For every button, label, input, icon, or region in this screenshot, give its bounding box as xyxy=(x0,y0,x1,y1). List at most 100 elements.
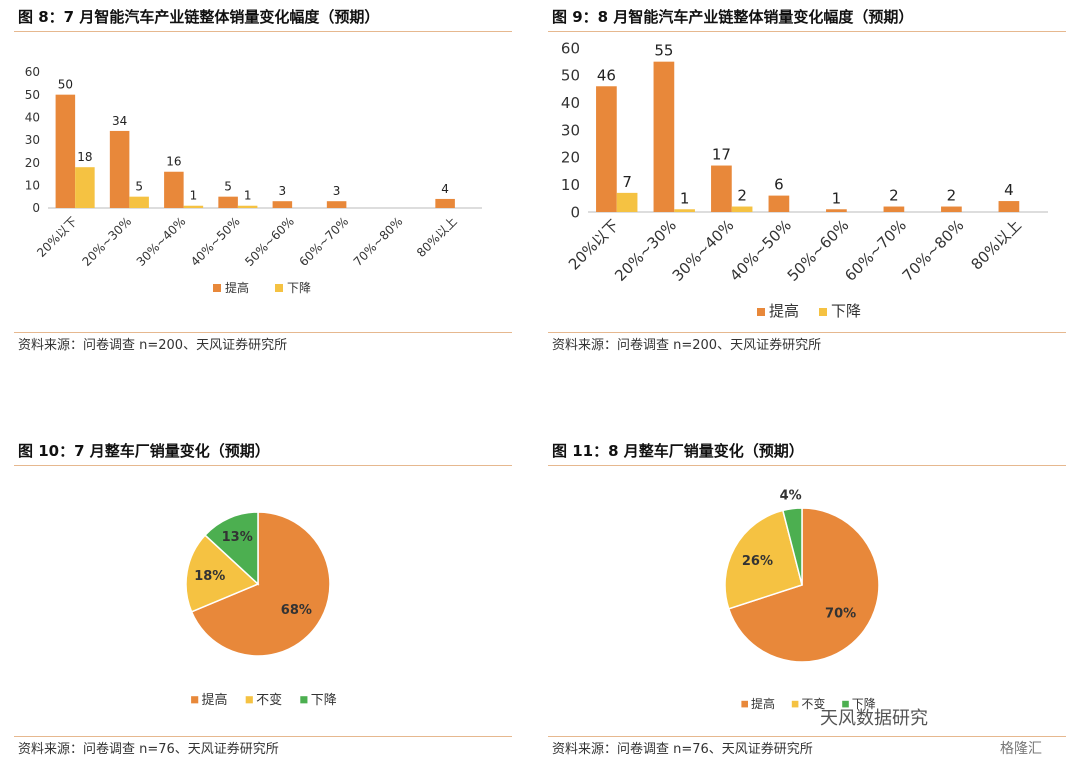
legend-swatch xyxy=(791,700,799,708)
legend-swatch xyxy=(213,284,221,292)
data-label: 17 xyxy=(712,146,731,164)
bar-提高 xyxy=(55,94,76,208)
figure-source: 资料来源：问卷调查 n=200、天风证券研究所 xyxy=(548,332,1066,359)
bar-提高 xyxy=(998,201,1020,212)
bar-提高 xyxy=(768,195,790,212)
data-label: 3 xyxy=(279,184,287,198)
bar-提高 xyxy=(941,206,962,212)
pie-label: 70% xyxy=(825,607,856,622)
bar-提高 xyxy=(883,206,905,212)
x-tick-label: 20%~30% xyxy=(611,216,680,285)
legend-label: 下降 xyxy=(311,693,337,708)
y-tick-label: 60 xyxy=(561,39,580,57)
bar-下降 xyxy=(183,205,204,208)
x-tick-label: 70%~80% xyxy=(899,216,968,285)
y-tick-label: 0 xyxy=(570,203,580,221)
pie-slice-不变 xyxy=(185,534,260,613)
pie-label: 13% xyxy=(222,530,253,545)
watermark-text: 天风数据研究 xyxy=(820,708,928,729)
data-label: 2 xyxy=(947,187,957,205)
y-tick-label: 0 xyxy=(32,201,40,215)
bar-下降 xyxy=(616,192,638,212)
bar-提高 xyxy=(711,165,732,212)
data-label: 16 xyxy=(166,155,181,169)
legend-swatch xyxy=(741,700,748,708)
legend-swatch xyxy=(757,308,765,316)
bar-提高 xyxy=(653,61,675,213)
y-tick-label: 40 xyxy=(25,111,40,125)
x-tick-label: 20%~30% xyxy=(79,214,134,269)
x-tick-label: 80%以上 xyxy=(967,216,1025,274)
data-label: 3 xyxy=(333,184,341,198)
data-label: 1 xyxy=(832,189,842,207)
legend-label: 提高 xyxy=(202,692,228,708)
y-tick-label: 10 xyxy=(561,176,580,194)
pie-chart-fig10: 68% 18% 13% 提高 不变 下降 xyxy=(185,511,337,708)
data-label: 50 xyxy=(58,78,73,92)
x-tick-label: 60%~70% xyxy=(841,216,910,285)
data-label: 46 xyxy=(597,66,616,84)
pie-slice-提高 xyxy=(190,511,331,657)
bar-提高 xyxy=(435,198,455,208)
legend-label: 提高 xyxy=(769,302,799,320)
y-tick-label: 50 xyxy=(561,67,580,85)
data-label: 7 xyxy=(622,173,632,191)
pie-label: 68% xyxy=(281,603,312,618)
bar-提高 xyxy=(218,196,238,208)
legend-label: 不变 xyxy=(256,692,282,708)
data-label: 2 xyxy=(737,187,747,205)
pie-slice-下降 xyxy=(204,511,259,586)
data-label: 1 xyxy=(244,189,252,203)
x-tick-label: 30%~40% xyxy=(669,216,738,285)
y-tick-label: 40 xyxy=(561,94,580,112)
figure-title: 图 9：8 月智能汽车产业链整体销量变化幅度（预期） xyxy=(548,2,1066,32)
x-tick-label: 20%以下 xyxy=(565,216,623,274)
x-tick-label: 40%~50% xyxy=(726,216,795,285)
bar-下降 xyxy=(237,205,258,208)
legend-label: 不变 xyxy=(801,696,825,711)
x-tick-label: 30%~40% xyxy=(134,214,189,269)
legend-label: 提高 xyxy=(751,696,775,711)
bar-chart-fig9: 010203040506046720%以下55120%~30%17230%~40… xyxy=(561,39,1048,320)
bar-提高 xyxy=(272,201,293,208)
pie-chart-fig11: 70% 26% 4% 提高 不变 下降 xyxy=(724,488,880,711)
legend-label: 下降 xyxy=(831,302,861,320)
pie-slice-提高 xyxy=(727,507,880,663)
data-label: 1 xyxy=(190,189,198,203)
y-tick-label: 30 xyxy=(25,133,40,147)
bar-下降 xyxy=(75,167,95,208)
data-label: 6 xyxy=(774,176,784,194)
bar-下降 xyxy=(674,209,695,212)
watermark-logo: 格隆汇 xyxy=(1000,741,1042,757)
bar-chart-fig8: 0102030405060501820%以下34520%~30%16130%~4… xyxy=(25,65,482,295)
legend-swatch xyxy=(245,696,253,704)
figure-9-panel: 图 9：8 月智能汽车产业链整体销量变化幅度（预期） 0 10 20 30 40 50 60… xyxy=(548,2,1066,362)
bar-提高 xyxy=(164,171,184,208)
figure-8-panel: 图 8：7 月智能汽车产业链整体销量变化幅度（预期） 0 10 20 30 40 50 60… xyxy=(14,2,512,362)
data-label: 5 xyxy=(135,180,143,194)
pie-slice-不变 xyxy=(724,509,803,610)
bar-提高 xyxy=(826,209,847,212)
data-label: 1 xyxy=(680,189,690,207)
y-tick-label: 10 xyxy=(25,179,40,193)
data-label: 34 xyxy=(112,114,127,128)
legend-label: 下降 xyxy=(852,697,876,711)
pie-slice-下降 xyxy=(781,507,803,586)
data-label: 2 xyxy=(889,187,899,205)
bar-下降 xyxy=(129,196,149,208)
x-tick-label: 50%~60% xyxy=(242,214,297,269)
figure-10-panel: 图 10：7 月整车厂销量变化（预期） 68% 18% 13% 提高 不变 下降 资料来源… xyxy=(14,436,512,762)
pie-label: 18% xyxy=(194,569,225,584)
bar-下降 xyxy=(731,206,753,212)
bar-提高 xyxy=(326,201,347,208)
y-tick-label: 60 xyxy=(25,65,40,79)
x-tick-label: 40%~50% xyxy=(188,214,243,269)
y-tick-label: 50 xyxy=(25,88,40,102)
legend-swatch xyxy=(275,284,283,292)
figure-title: 图 8：7 月智能汽车产业链整体销量变化幅度（预期） xyxy=(14,2,512,32)
pie-label: 26% xyxy=(742,554,773,569)
data-label: 18 xyxy=(77,150,92,164)
x-tick-label: 70%~80% xyxy=(351,214,406,269)
bar-提高 xyxy=(109,130,130,208)
bar-提高 xyxy=(596,86,617,212)
